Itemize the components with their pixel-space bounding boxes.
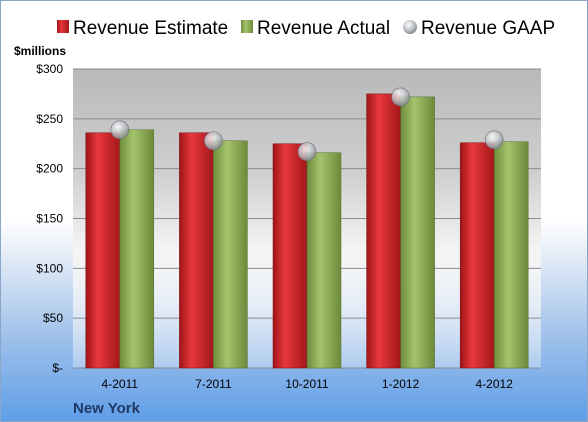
bar-revenue-estimate — [366, 93, 401, 369]
legend-label-actual: Revenue Actual — [257, 18, 390, 39]
bar-revenue-actual — [306, 152, 342, 369]
bar-revenue-actual — [493, 141, 529, 369]
y-tick-label: $300 — [36, 62, 63, 76]
legend-label-gaap: Revenue GAAP — [421, 18, 555, 39]
legend-label-estimate: Revenue Estimate — [73, 18, 228, 39]
y-tick-label: $150 — [36, 212, 63, 226]
x-tick-label: 10-2011 — [285, 377, 328, 391]
bar-revenue-estimate — [85, 132, 121, 369]
chart-subtitle: New York — [73, 400, 141, 417]
x-tick-label: 7-2011 — [195, 377, 232, 391]
bar-revenue-estimate — [459, 142, 495, 369]
x-tick-label: 1-2012 — [382, 377, 420, 391]
y-unit-label: $millions — [14, 44, 66, 58]
legend-marker-gaap — [403, 20, 417, 34]
marker-revenue-gaap — [110, 120, 130, 140]
legend-swatch-actual — [241, 20, 253, 33]
y-tick-label: $50 — [43, 311, 63, 325]
legend: Revenue Estimate Revenue Actual Revenue … — [57, 18, 555, 39]
bars — [85, 93, 529, 369]
bar-revenue-estimate — [179, 132, 214, 369]
marker-revenue-gaap — [297, 142, 317, 162]
y-tick-label: $100 — [36, 261, 63, 275]
y-axis-ticks: $- $50 $100 $150 $200 $250 $300 — [36, 62, 63, 375]
marker-revenue-gaap — [204, 131, 223, 151]
x-axis-ticks: 4-2011 7-2011 10-2011 1-2012 4-2012 — [102, 377, 514, 391]
marker-revenue-gaap — [391, 87, 410, 107]
legend-swatch-estimate — [57, 20, 69, 33]
marker-revenue-gaap — [484, 130, 504, 150]
bar-revenue-actual — [400, 96, 435, 369]
bar-revenue-actual — [119, 129, 155, 369]
gaap-markers — [110, 87, 504, 162]
y-tick-label: $- — [52, 361, 63, 375]
bar-revenue-estimate — [272, 143, 308, 369]
x-tick-label: 4-2011 — [102, 377, 139, 391]
x-tick-label: 4-2012 — [476, 377, 514, 391]
y-tick-label: $250 — [36, 112, 63, 126]
y-tick-label: $200 — [36, 162, 63, 176]
bar-revenue-actual — [213, 140, 248, 369]
